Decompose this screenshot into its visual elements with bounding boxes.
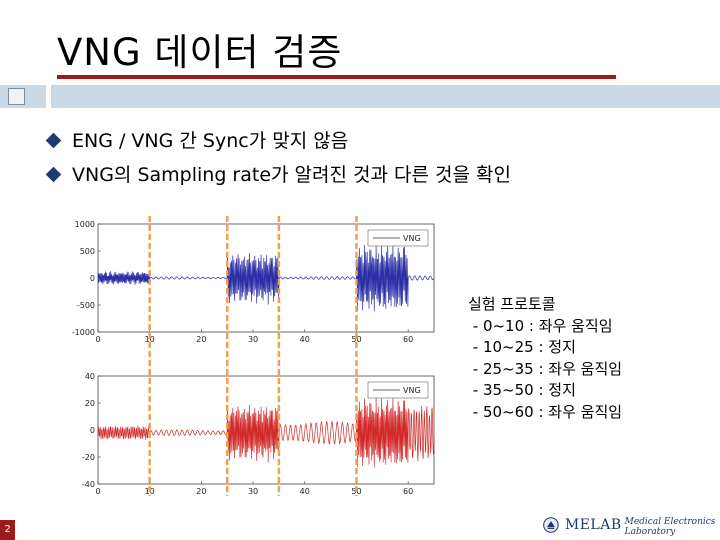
protocol-item: - 25~35 : 좌우 움직임 [468,359,623,378]
x-tick-label: 20 [196,335,206,344]
x-tick-label: 20 [196,487,206,496]
diamond-bullet-icon [45,132,62,149]
protocol-item: - 50~60 : 좌우 움직임 [468,402,623,421]
x-tick-label: 60 [403,335,413,344]
y-tick-label: 0 [90,274,95,283]
title-underline [57,75,616,79]
university-emblem-icon [543,517,559,533]
y-tick-label: -40 [82,480,95,489]
protocol-heading: 실험 프로토콜 [468,295,556,313]
series-line [97,396,435,468]
bullet-item: VNG의 Sampling rate가 알려진 것과 다른 것을 확인 [45,163,511,197]
band-square-icon [8,88,25,105]
y-tick-label: -1000 [72,328,95,337]
x-tick-label: 0 [95,487,100,496]
protocol-item: - 35~50 : 정지 [468,381,576,399]
legend-label: VNG [403,386,421,395]
protocol-item: - 10~25 : 정지 [468,338,576,356]
slide-title: VNG 데이터 검증 [57,31,343,74]
y-tick-label: -20 [82,453,95,462]
bullet-text: ENG / VNG 간 Sync가 맞지 않음 [72,130,349,152]
y-tick-label: 20 [85,399,95,408]
y-tick-label: 500 [80,247,95,256]
legend-label: VNG [403,234,421,243]
x-tick-label: 40 [300,335,310,344]
page-number: 2 [0,520,15,540]
bullet-text: VNG의 Sampling rate가 알려진 것과 다른 것을 확인 [72,164,511,186]
lab-logo: MELAB Medical Electronics Laboratory [543,512,720,538]
bullet-list: ENG / VNG 간 Sync가 맞지 않음 VNG의 Sampling ra… [45,129,511,197]
x-tick-label: 40 [300,487,310,496]
diamond-bullet-icon [45,166,62,183]
y-tick-label: 40 [85,372,95,381]
x-tick-label: 50 [351,335,361,344]
logo-subtitle: Medical Electronics Laboratory [624,516,716,537]
x-tick-label: 10 [145,335,155,344]
x-tick-label: 30 [248,335,258,344]
y-tick-label: 0 [90,426,95,435]
header-band [51,85,720,108]
protocol-item: - 0~10 : 좌우 움직임 [468,316,613,335]
y-tick-label: 1000 [75,220,95,229]
bullet-item: ENG / VNG 간 Sync가 맞지 않음 [45,129,511,163]
protocol-box: 실험 프로토콜 - 0~10 : 좌우 움직임 - 10~25 : 정지 - 2… [468,294,622,423]
x-tick-label: 60 [403,487,413,496]
x-tick-label: 0 [95,335,100,344]
x-tick-label: 30 [248,487,258,496]
series-line [97,243,435,312]
y-tick-label: -500 [77,301,95,310]
logo-name: MELAB [564,517,622,533]
